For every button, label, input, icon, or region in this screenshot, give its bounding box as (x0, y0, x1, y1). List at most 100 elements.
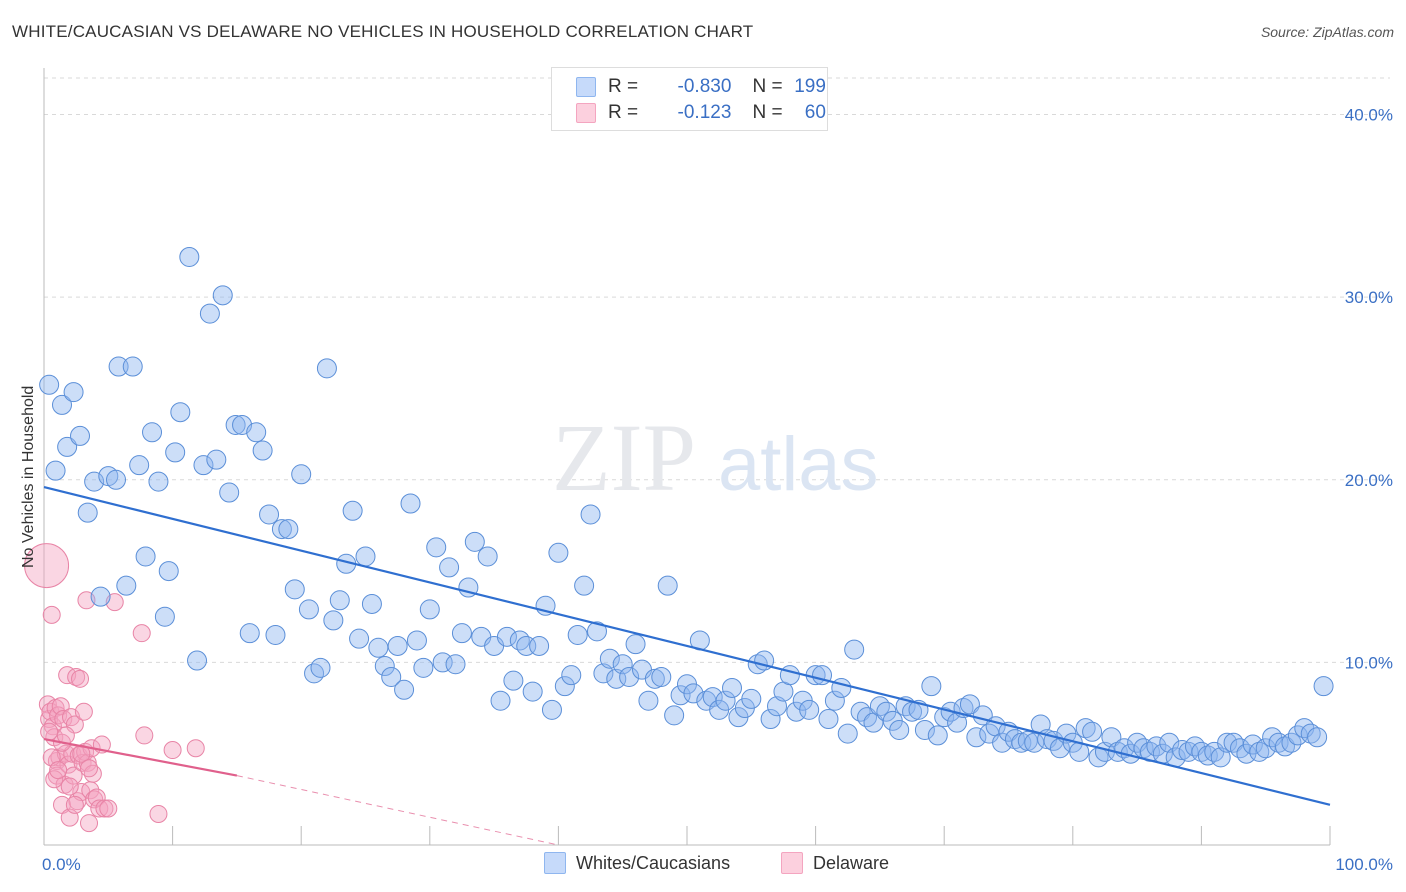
white-point (106, 469, 127, 490)
white-point (477, 546, 498, 567)
white-point (381, 666, 402, 687)
legend-r-value: -0.123 (677, 102, 732, 123)
delaware-point (135, 726, 154, 745)
white-point (715, 690, 736, 711)
white-point (413, 657, 434, 678)
white-trend-line (43, 485, 1331, 806)
delaware-point (42, 605, 61, 624)
white-point (193, 455, 214, 476)
white-point (644, 668, 665, 689)
white-point (179, 246, 200, 267)
white-point (702, 687, 723, 708)
white-point (129, 455, 150, 476)
white-point (779, 665, 800, 686)
white-point (63, 382, 84, 403)
white-point (154, 606, 175, 627)
white-point (239, 623, 260, 644)
white-point (541, 699, 562, 720)
delaware-point (95, 799, 114, 818)
delaware-points (24, 543, 205, 833)
x-tick-label: 100.0% (1335, 855, 1393, 874)
white-point (445, 654, 466, 675)
white-point (824, 690, 845, 711)
white-point (490, 690, 511, 711)
bottom-legend-label-delaware: Delaware (813, 852, 890, 873)
white-point (39, 374, 60, 395)
white-point (767, 696, 788, 717)
white-point (857, 707, 878, 728)
white-point (567, 624, 588, 645)
white-point (1274, 736, 1295, 757)
delaware-point (99, 799, 118, 818)
white-point (1075, 718, 1096, 739)
white-point (496, 626, 517, 647)
white-point (387, 635, 408, 656)
white-point (212, 285, 233, 306)
white-point (342, 500, 363, 521)
white-point (966, 727, 987, 748)
white-point (394, 679, 415, 700)
white-point (158, 561, 179, 582)
white-point (921, 676, 942, 697)
white-point (135, 546, 156, 567)
legend-n-label: N = (752, 102, 783, 123)
white-point (850, 701, 871, 722)
white-point (323, 610, 344, 631)
bottom-legend-white: Whites/Caucasians (544, 852, 730, 874)
white-point (361, 593, 382, 614)
white-point (225, 414, 246, 435)
white-point (271, 519, 292, 540)
white-point (580, 504, 601, 525)
white-point (574, 575, 595, 596)
white-point (599, 648, 620, 669)
white-point (316, 358, 337, 379)
y-tick-label: 30.0% (1345, 288, 1393, 307)
delaware-point (78, 753, 97, 772)
white-point (199, 303, 220, 324)
legend-row-delaware: R = -0.123 N = 60 (576, 101, 826, 125)
bottom-legend-swatch-white (544, 852, 566, 874)
white-point (927, 725, 948, 746)
delaware-point (71, 669, 90, 688)
white-point (509, 630, 530, 651)
white-point (670, 685, 691, 706)
delaware-trend-line (43, 738, 238, 777)
white-point (1082, 721, 1103, 742)
white-point (612, 654, 633, 675)
white-point (77, 502, 98, 523)
y-tick-label: 10.0% (1345, 653, 1393, 672)
white-point (1300, 723, 1321, 744)
white-point (259, 504, 280, 525)
delaware-point (80, 759, 99, 778)
bottom-legend-label-white: Whites/Caucasians (576, 852, 731, 873)
delaware-point (132, 624, 151, 643)
source-label: Source: ZipAtlas.com (1260, 24, 1394, 40)
white-point (741, 688, 762, 709)
white-point (1004, 729, 1025, 750)
white-point (799, 699, 820, 720)
delaware-point (60, 777, 79, 796)
white-point (959, 694, 980, 715)
white-point (52, 394, 73, 415)
white-point (619, 666, 640, 687)
white-point (1210, 747, 1231, 768)
bottom-legend-delaware: Delaware (781, 852, 889, 874)
delaware-point (65, 795, 84, 814)
white-point (1159, 732, 1180, 753)
white-point (406, 630, 427, 651)
white-point (278, 519, 299, 540)
legend-r-label: R = (608, 76, 639, 97)
white-point (45, 460, 66, 481)
white-point (298, 599, 319, 620)
white-point (170, 402, 191, 423)
white-point (683, 683, 704, 704)
white-point (638, 690, 659, 711)
delaware-point (163, 741, 182, 760)
white-point (554, 676, 575, 697)
white-point (419, 599, 440, 620)
white-point (265, 624, 286, 645)
white-point (889, 719, 910, 740)
white-point (722, 677, 743, 698)
tick-labels: 10.0% 20.0% 30.0% 40.0% 0.0% 100.0% (42, 106, 1393, 874)
